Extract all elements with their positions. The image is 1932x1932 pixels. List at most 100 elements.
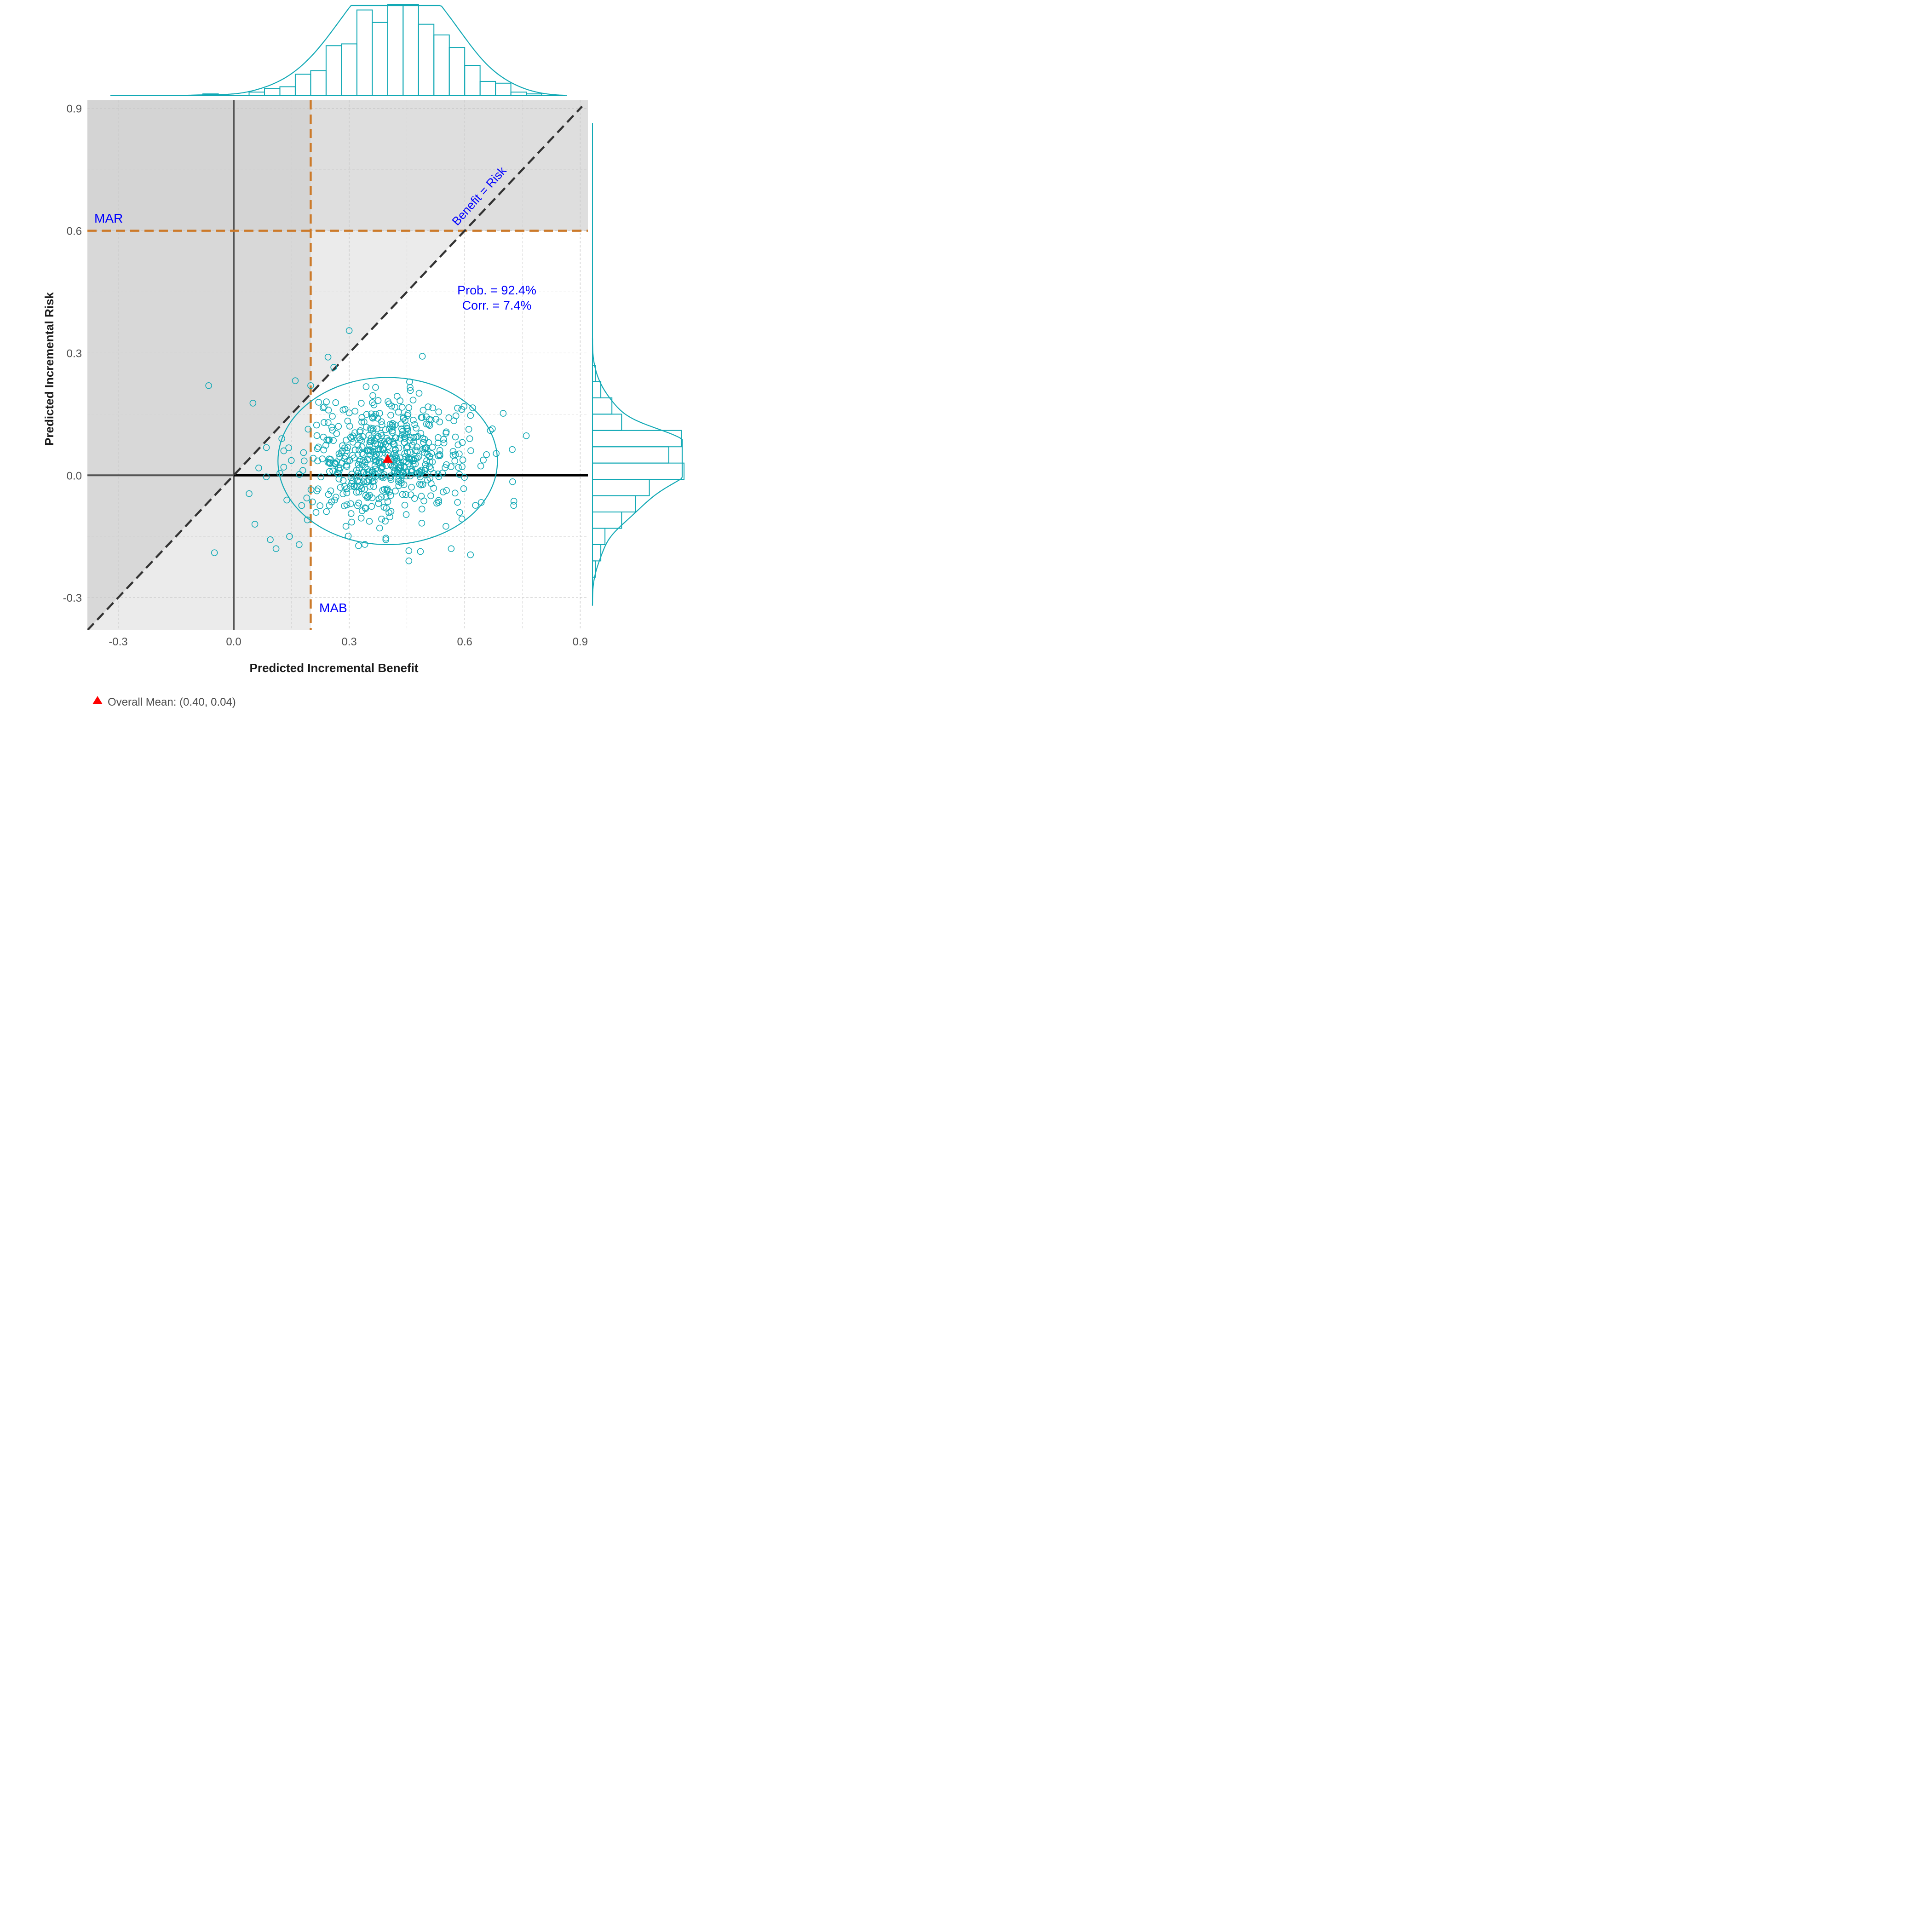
- data-point: [378, 465, 385, 472]
- data-point: [429, 404, 437, 412]
- data-point: [369, 427, 377, 435]
- data-point: [465, 426, 472, 433]
- data-point: [440, 489, 447, 495]
- data-point: [459, 463, 466, 470]
- data-point: [347, 500, 354, 507]
- data-point: [477, 462, 484, 470]
- data-point: [408, 454, 416, 461]
- data-point: [415, 453, 422, 460]
- data-point: [452, 433, 459, 441]
- data-point: [255, 465, 262, 472]
- region-left-of-mab-above-diagonal: [87, 230, 311, 631]
- data-point: [321, 403, 328, 410]
- data-point: [377, 446, 384, 454]
- data-point: [305, 426, 312, 433]
- data-point: [405, 455, 413, 462]
- data-point: [339, 477, 347, 484]
- top-histogram-bar: [248, 92, 265, 96]
- right-marginal-histogram: [592, 123, 684, 606]
- y-tick-label: 0.9: [67, 103, 82, 115]
- data-point: [395, 444, 402, 452]
- data-point: [385, 509, 392, 516]
- data-point: [422, 465, 429, 472]
- data-point: [416, 468, 423, 475]
- region-above-mar-left: [87, 100, 311, 231]
- top-histogram-bar: [294, 74, 311, 96]
- data-point: [313, 421, 320, 429]
- x-tick-label: 0.6: [457, 636, 472, 648]
- data-point: [267, 536, 274, 543]
- data-point: [374, 441, 381, 448]
- data-point: [335, 475, 343, 483]
- data-point: [407, 434, 414, 441]
- data-point: [332, 399, 339, 406]
- data-point: [443, 430, 449, 437]
- data-point: [401, 501, 408, 509]
- data-point: [391, 456, 398, 463]
- y-axis-title: Predicted Incremental Risk: [42, 292, 56, 446]
- y-tick-label: 0.0: [67, 470, 82, 482]
- data-point: [420, 439, 427, 446]
- data-point: [378, 515, 385, 523]
- data-point: [323, 508, 330, 515]
- data-point: [403, 431, 410, 439]
- data-point: [392, 447, 399, 454]
- data-point: [407, 387, 414, 394]
- data-point: [410, 416, 417, 424]
- data-point: [300, 449, 307, 456]
- data-point: [369, 478, 376, 485]
- data-point: [338, 449, 345, 457]
- data-point: [211, 549, 218, 556]
- data-point: [435, 473, 443, 480]
- top-histogram-bar: [495, 82, 512, 97]
- data-point: [382, 494, 390, 501]
- data-point: [399, 404, 406, 411]
- data-point: [407, 491, 414, 499]
- right-histogram-bar: [592, 462, 684, 480]
- data-point: [381, 438, 388, 445]
- data-point: [329, 413, 336, 420]
- data-point: [396, 470, 403, 477]
- data-point: [418, 519, 426, 527]
- data-point: [402, 435, 409, 442]
- data-point: [467, 551, 474, 558]
- data-point: [397, 462, 404, 469]
- data-point: [346, 457, 353, 464]
- data-point: [356, 478, 363, 486]
- data-point: [365, 468, 372, 475]
- data-point: [296, 541, 303, 548]
- data-point: [335, 423, 342, 430]
- x-tick-label: 0.9: [573, 636, 588, 648]
- data-point: [427, 492, 434, 500]
- data-point: [343, 489, 351, 496]
- right-histogram-bar: [592, 479, 650, 496]
- data-point: [367, 452, 374, 459]
- data-point: [426, 458, 433, 466]
- data-point: [286, 533, 293, 540]
- right-histogram-bar: [592, 495, 636, 513]
- data-point: [510, 498, 518, 505]
- confidence-ellipse: [277, 377, 498, 546]
- data-point: [385, 400, 393, 408]
- data-point: [292, 377, 299, 384]
- data-point: [392, 488, 399, 494]
- data-point: [326, 468, 333, 475]
- mab-label: MAB: [319, 601, 347, 615]
- data-point: [413, 443, 420, 450]
- data-point: [378, 494, 385, 500]
- data-point: [402, 511, 410, 518]
- data-point: [435, 452, 442, 460]
- data-point: [339, 406, 347, 414]
- data-point: [411, 421, 418, 428]
- data-point: [409, 397, 417, 404]
- top-histogram-bar: [526, 93, 542, 96]
- data-point: [356, 456, 364, 463]
- data-point: [454, 499, 461, 506]
- data-point: [364, 478, 371, 485]
- right-histogram-bar: [592, 397, 613, 415]
- data-point: [326, 502, 333, 509]
- data-point: [359, 507, 366, 514]
- data-point: [452, 412, 460, 420]
- data-point: [423, 413, 430, 420]
- data-point: [425, 421, 432, 428]
